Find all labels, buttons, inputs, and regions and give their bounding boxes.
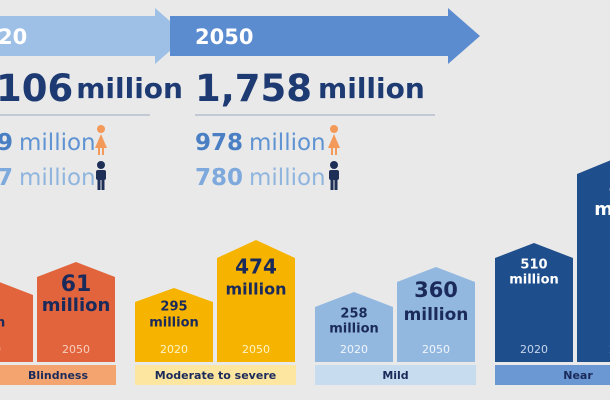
bar-year: 2020 bbox=[340, 343, 368, 356]
female-icon bbox=[328, 125, 340, 155]
bar-value: 295 bbox=[160, 300, 187, 315]
bar-unit: million bbox=[42, 295, 111, 316]
male-icon bbox=[96, 161, 106, 190]
bar-unit: million bbox=[226, 280, 287, 299]
group-strip bbox=[0, 365, 116, 385]
group-label: Near bbox=[563, 369, 593, 382]
bar bbox=[217, 240, 295, 362]
bar-year: 2020 bbox=[160, 343, 188, 356]
bar-year: 2050 bbox=[62, 343, 90, 356]
bar-unit: million bbox=[509, 273, 559, 288]
bar bbox=[315, 292, 393, 362]
end-year: 2050 bbox=[195, 25, 253, 49]
bar-year: 20 bbox=[0, 343, 1, 356]
bar-value: 8 bbox=[608, 175, 610, 200]
bar bbox=[397, 267, 475, 362]
bar bbox=[0, 282, 33, 362]
bar-value: 61 bbox=[61, 272, 92, 297]
group-label: Moderate to severe bbox=[155, 369, 276, 382]
bar-value: 258 bbox=[340, 307, 367, 322]
bar-unit: million bbox=[329, 322, 379, 337]
bar-value: 360 bbox=[414, 278, 458, 302]
group-label: Mild bbox=[382, 369, 408, 382]
bar-year: 2050 bbox=[422, 343, 450, 356]
start-year: 20 bbox=[0, 25, 27, 49]
male-icon bbox=[329, 161, 339, 190]
arrow-2050 bbox=[170, 8, 480, 64]
bar-unit: ion bbox=[0, 316, 5, 331]
female-icon bbox=[95, 125, 107, 155]
bar-year: 2050 bbox=[242, 343, 270, 356]
female-start: 9 million bbox=[0, 130, 96, 156]
male-end: 780 million bbox=[195, 165, 326, 191]
bar-value: 474 bbox=[235, 255, 277, 279]
female-end: 978 million bbox=[195, 130, 326, 156]
bar bbox=[135, 288, 213, 362]
bar-value: 510 bbox=[520, 258, 547, 273]
bar-unit: million bbox=[149, 316, 199, 331]
bar-unit: milli bbox=[594, 199, 610, 220]
group-strip bbox=[135, 365, 296, 385]
bar bbox=[577, 160, 610, 362]
bar bbox=[495, 243, 573, 362]
group-strip bbox=[315, 365, 476, 385]
arrow-2020 bbox=[0, 8, 187, 64]
group-strip bbox=[495, 365, 610, 385]
total-start: 106 million bbox=[0, 67, 183, 110]
bar-year: 2020 bbox=[520, 343, 548, 356]
male-start: 7 million bbox=[0, 165, 96, 191]
bar-unit: million bbox=[404, 305, 469, 325]
bar bbox=[37, 262, 115, 362]
total-end: 1,758 million bbox=[195, 67, 425, 110]
group-label: Blindness bbox=[28, 369, 88, 382]
